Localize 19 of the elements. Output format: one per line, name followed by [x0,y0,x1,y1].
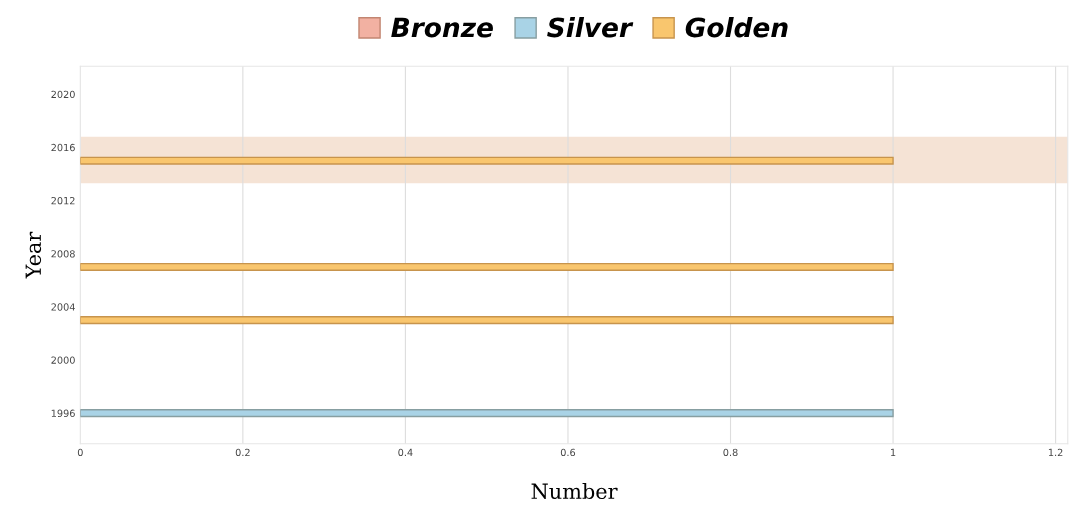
x-axis-title: Number [531,482,618,500]
legend-label: Silver [547,17,634,38]
y-tick-label: 2012 [51,196,75,205]
y-tick-label: 2016 [51,143,75,152]
x-tick-label: 0.4 [398,448,413,457]
y-axis-title: Year [25,231,42,279]
x-tick-label: 0.2 [235,448,250,457]
x-tick-label: 0.8 [723,448,738,457]
legend-label: Bronze [391,17,493,38]
y-tick-label: 2000 [51,356,75,364]
x-tick-label: 0.6 [560,448,576,457]
y-tick-label: 1996 [51,409,75,417]
x-tick-label: 1 [891,448,896,456]
y-tick-label: 2008 [51,250,75,258]
x-tick-label: 0 [77,448,83,457]
y-tick-label: 2020 [51,90,75,99]
legend-label: Golden [685,17,788,38]
y-tick-label: 2004 [51,303,75,311]
x-tick-label: 1.2 [1048,448,1063,456]
